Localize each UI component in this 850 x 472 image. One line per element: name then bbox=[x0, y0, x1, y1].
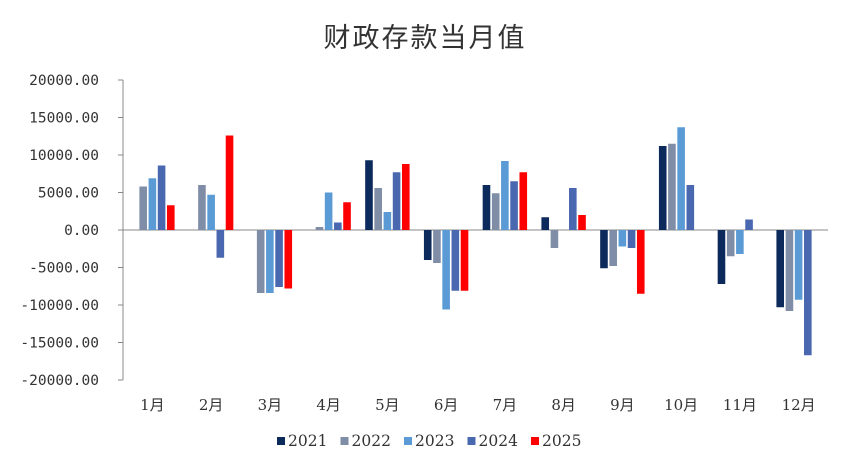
legend-label: 2022 bbox=[352, 432, 391, 450]
x-tick-label: 9月 bbox=[610, 396, 635, 414]
bar-2022-3月 bbox=[256, 230, 265, 293]
x-tick-label: 2月 bbox=[199, 396, 224, 414]
bar-2024-5月 bbox=[392, 172, 401, 230]
legend-item-2021: 2021 bbox=[277, 432, 327, 450]
x-tick-label: 8月 bbox=[551, 396, 576, 414]
y-tick-label: -15000.00 bbox=[20, 336, 99, 352]
legend-item-2024: 2024 bbox=[467, 432, 519, 450]
legend-item-2023: 2023 bbox=[404, 432, 454, 450]
y-tick-label: -20000.00 bbox=[20, 373, 99, 389]
y-tick-label: 15000.00 bbox=[29, 111, 99, 127]
y-tick-label: 0.00 bbox=[64, 223, 99, 239]
legend-swatch bbox=[404, 437, 412, 445]
bar-2024-11月 bbox=[745, 219, 753, 230]
bar-2023-7月 bbox=[501, 161, 509, 230]
y-tick-label: 10000.00 bbox=[29, 148, 99, 164]
bar-2025-2月 bbox=[225, 135, 234, 230]
bar-2021-10月 bbox=[658, 146, 667, 230]
bar-2024-1月 bbox=[157, 165, 166, 230]
bar-2023-10月 bbox=[677, 127, 685, 230]
bar-2025-3月 bbox=[284, 230, 293, 289]
legend-item-2022: 2022 bbox=[340, 432, 391, 450]
bar-2022-9月 bbox=[609, 230, 617, 266]
bar-2023-4月 bbox=[324, 192, 333, 230]
legend-item-2025: 2025 bbox=[531, 432, 581, 450]
bar-2022-11月 bbox=[726, 230, 735, 257]
bar-2021-9月 bbox=[600, 230, 608, 269]
bar-2025-1月 bbox=[166, 205, 175, 230]
bar-2024-8月 bbox=[569, 188, 577, 230]
bar-2023-5月 bbox=[383, 212, 392, 230]
x-tick-label: 11月 bbox=[723, 396, 757, 414]
bar-2023-6月 bbox=[442, 230, 450, 310]
x-tick-label: 6月 bbox=[434, 396, 459, 414]
legend: 2021 2022 2023 2024 2025 bbox=[277, 432, 581, 450]
bar-2024-4月 bbox=[334, 222, 342, 230]
chart-title: 财政存款当月值 bbox=[323, 23, 527, 54]
bar-2024-9月 bbox=[627, 230, 636, 248]
bar-2025-4月 bbox=[343, 202, 351, 230]
x-tick-label: 4月 bbox=[316, 396, 341, 414]
bar-2023-2月 bbox=[207, 194, 215, 230]
bar-2021-6月 bbox=[423, 230, 432, 260]
bar-2023-9月 bbox=[618, 230, 627, 247]
bar-2022-12月 bbox=[785, 230, 794, 311]
x-tick-label: 3月 bbox=[258, 396, 283, 414]
bar-2022-6月 bbox=[433, 230, 441, 263]
bars bbox=[139, 127, 812, 356]
axes: 20000.00 15000.00 10000.00 5000.00 0.00 -5000… bbox=[20, 73, 828, 414]
y-tick-label: -5000.00 bbox=[29, 261, 99, 277]
bar-2022-4月 bbox=[315, 227, 324, 230]
bar-2024-2月 bbox=[216, 230, 225, 258]
legend-swatch bbox=[340, 437, 349, 445]
bar-2025-8月 bbox=[578, 215, 586, 230]
legend-swatch bbox=[277, 437, 285, 445]
x-tick-label: 7月 bbox=[493, 396, 518, 414]
bar-2021-5月 bbox=[365, 160, 373, 230]
bar-2025-6月 bbox=[460, 230, 469, 291]
bar-2023-12月 bbox=[794, 230, 803, 300]
bar-2025-7月 bbox=[519, 172, 528, 230]
bar-2024-6月 bbox=[451, 230, 460, 291]
legend-swatch bbox=[531, 437, 539, 445]
bar-2023-11月 bbox=[736, 230, 744, 254]
bar-2022-7月 bbox=[491, 193, 500, 230]
x-tick-label: 1月 bbox=[140, 396, 165, 414]
bar-2022-1月 bbox=[139, 186, 147, 230]
x-tick-label: 10月 bbox=[664, 396, 698, 414]
y-tick-label: 5000.00 bbox=[38, 186, 99, 202]
bar-2024-12月 bbox=[804, 230, 812, 356]
bar-2021-11月 bbox=[717, 230, 726, 284]
y-tick-label: -10000.00 bbox=[20, 298, 99, 314]
legend-label: 2024 bbox=[479, 432, 519, 450]
bar-2024-3月 bbox=[275, 230, 283, 287]
bar-2024-10月 bbox=[686, 185, 695, 230]
bar-2021-7月 bbox=[482, 185, 491, 230]
legend-label: 2021 bbox=[288, 432, 327, 450]
legend-label: 2023 bbox=[415, 432, 454, 450]
x-tick-label: 5月 bbox=[375, 396, 400, 414]
bar-2023-3月 bbox=[266, 230, 274, 293]
bar-2022-10月 bbox=[668, 143, 676, 230]
bar-2025-5月 bbox=[401, 164, 410, 230]
bar-2022-8月 bbox=[550, 230, 559, 248]
bar-2023-1月 bbox=[148, 178, 157, 230]
bar-2022-2月 bbox=[198, 185, 206, 230]
bar-2022-5月 bbox=[374, 188, 382, 230]
bar-2024-7月 bbox=[510, 181, 518, 230]
legend-label: 2025 bbox=[542, 432, 581, 450]
bar-2025-9月 bbox=[636, 230, 645, 294]
legend-swatch bbox=[467, 437, 476, 445]
x-tick-label: 12月 bbox=[782, 396, 816, 414]
bar-2021-8月 bbox=[541, 217, 550, 230]
bar-2021-12月 bbox=[776, 230, 785, 308]
y-tick-label: 20000.00 bbox=[29, 73, 99, 89]
